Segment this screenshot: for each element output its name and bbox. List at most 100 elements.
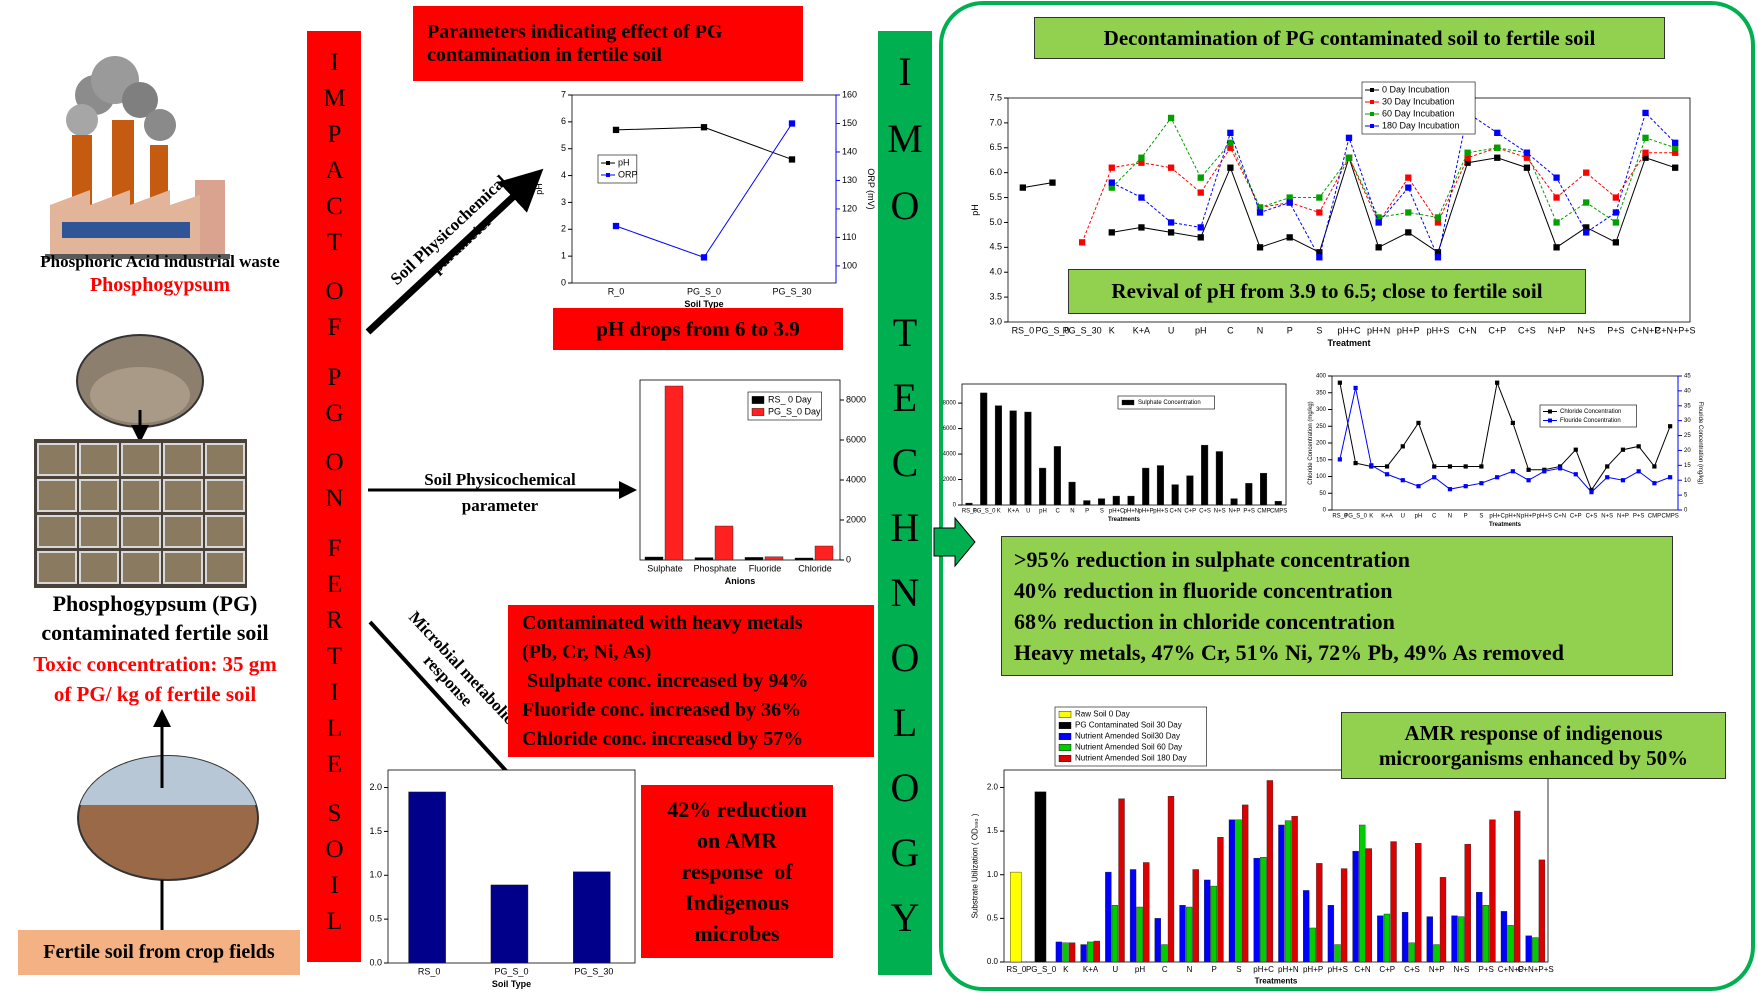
y-tick-label: 50 — [1319, 491, 1326, 497]
x-tick-label: C — [1056, 509, 1061, 515]
marker — [1287, 199, 1293, 205]
bar — [1039, 468, 1046, 505]
bar — [1508, 925, 1514, 962]
x-tick-label: U — [1112, 965, 1118, 974]
y2-tick-label: 120 — [842, 203, 857, 213]
source-box: Fertile soil from crop fields — [18, 930, 300, 975]
legend-marker — [1548, 419, 1552, 423]
x-tick-label: P+S — [1243, 509, 1255, 515]
impact-word: FERTILE — [320, 535, 348, 787]
x-tick-label: K — [1063, 965, 1069, 974]
tray-cell — [38, 516, 76, 547]
factory-icon — [45, 56, 230, 259]
x-tick-label: pH+N — [1505, 514, 1521, 520]
marker — [1405, 174, 1411, 180]
y2-tick-label: 150 — [842, 118, 857, 128]
bar — [1231, 499, 1238, 505]
amr-reduction-box: 42% reduction on AMR response of Indigen… — [641, 785, 833, 958]
legend-marker — [1370, 88, 1374, 92]
box-line: 42% reduction — [641, 794, 833, 825]
bar — [1172, 485, 1179, 505]
bar — [1328, 905, 1334, 962]
bar — [1204, 880, 1210, 962]
y2-tick-label: 45 — [1684, 374, 1691, 380]
bar — [1128, 496, 1135, 505]
impact-bar: IMPACT OF PG ON FERTILE SOIL — [307, 31, 361, 962]
arrow-label-line: parameter — [400, 493, 600, 519]
marker — [1198, 189, 1204, 195]
y-tick-label: 7 — [561, 89, 566, 99]
marker — [1526, 478, 1530, 482]
impact-word: SOIL — [320, 800, 348, 944]
x-tick-label: PG_S_0 — [1026, 965, 1057, 974]
y-tick-label: 2 — [561, 224, 566, 234]
legend-label: ORP — [618, 169, 638, 179]
y-tick-label: 2000 — [943, 477, 957, 483]
tray-cell — [122, 480, 160, 511]
box-line: 40% reduction in fluoride concentration — [1014, 575, 1672, 606]
tray-cell — [38, 480, 76, 511]
marker — [1109, 165, 1115, 171]
y-tick-label: 0 — [846, 554, 851, 564]
legend-swatch — [752, 408, 764, 415]
box-line: pH drops from 6 to 3.9 — [553, 317, 843, 342]
legend-marker — [1370, 124, 1374, 128]
legend-label: Nutrient Amended Soil 60 Day — [1075, 743, 1182, 752]
x-tick-label: K — [997, 509, 1001, 515]
x-tick-label: C+S — [1404, 965, 1420, 974]
x-tick-label: CMP — [1648, 514, 1661, 520]
marker — [1558, 466, 1562, 470]
marker — [1613, 194, 1619, 200]
heavy-metals-box: Contaminated with heavy metals (Pb, Cr, … — [508, 605, 874, 757]
bar — [1489, 820, 1495, 962]
x-tick-label: K+A — [1008, 509, 1020, 515]
x-tick-label: C+N — [1554, 514, 1566, 520]
x-tick-label: CMP — [1257, 509, 1270, 515]
marker — [1401, 478, 1405, 482]
tray-cell — [206, 444, 244, 475]
marker — [1338, 381, 1342, 385]
y-tick-label: 0.0 — [369, 957, 382, 967]
contaminated-label: contaminated fertile soil — [0, 620, 310, 646]
bar — [1236, 820, 1242, 962]
x-tick-label: pH+N — [1278, 965, 1299, 974]
y2-tick-label: 5 — [1684, 493, 1688, 499]
tray-cell — [122, 444, 160, 475]
marker — [701, 124, 707, 130]
x-axis-label: Treatments — [1489, 522, 1522, 528]
bar — [1112, 905, 1118, 962]
marker — [1511, 421, 1515, 425]
bar — [1476, 892, 1482, 962]
y-tick-label: 7.5 — [989, 92, 1002, 102]
technology-bar: IMO TECHNOLOGY — [878, 31, 932, 975]
x-axis-label: Treatment — [1327, 338, 1370, 348]
marker — [1495, 475, 1499, 479]
x-tick-label: pH — [1195, 325, 1207, 335]
x-tick-label: CMPS — [1270, 509, 1287, 515]
tray-cell — [38, 552, 76, 583]
y2-tick-label: 15 — [1684, 463, 1691, 469]
y-axis-label: pH — [534, 183, 544, 195]
x-tick-label: RS_0 — [1006, 965, 1027, 974]
box-line: response of — [641, 856, 833, 887]
marker — [1385, 464, 1389, 468]
x-tick-label: U — [1168, 325, 1175, 335]
tray-cell — [122, 552, 160, 583]
bar — [1366, 849, 1372, 962]
marker — [1405, 209, 1411, 215]
x-axis-label: Treatments — [1108, 517, 1141, 523]
bar — [1384, 914, 1390, 962]
waste-label: Phosphoric Acid industrial waste — [0, 252, 320, 272]
x-tick-label: N — [1070, 509, 1074, 515]
x-tick-label: S — [1479, 514, 1483, 520]
x-tick-label: N+S — [1214, 509, 1226, 515]
box-line: Decontamination of PG contaminated soil … — [1035, 26, 1664, 51]
marker — [1479, 464, 1483, 468]
y-tick-label: 0.5 — [369, 914, 382, 924]
y-tick-label: 4.5 — [989, 242, 1002, 252]
marker — [1637, 469, 1641, 473]
bar — [745, 557, 763, 560]
marker — [1168, 219, 1174, 225]
bar — [1130, 869, 1136, 962]
bar — [1242, 805, 1248, 962]
